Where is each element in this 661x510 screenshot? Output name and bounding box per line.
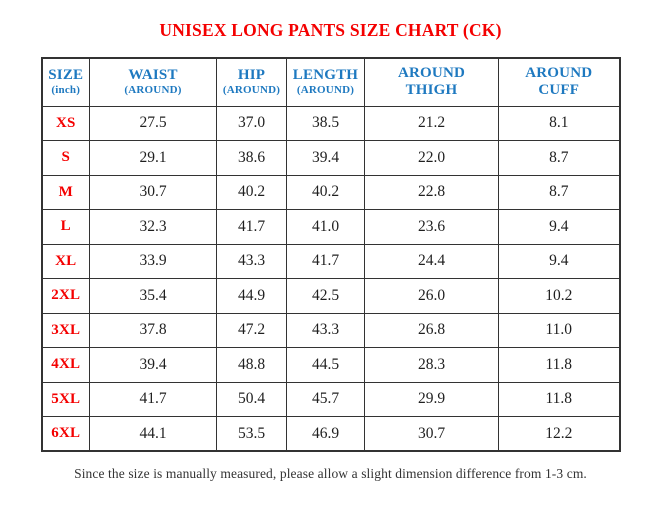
hip-value: 53.5 [216, 416, 287, 452]
hip-value: 43.3 [216, 243, 287, 279]
hip-value: 50.4 [216, 381, 287, 417]
table-row: M 30.7 40.2 40.2 22.8 8.7 [41, 174, 620, 210]
header-around-cuff: AROUND CUFF [498, 57, 620, 107]
footer-note: Since the size is manually measured, ple… [74, 466, 587, 481]
hip-value: 37.0 [216, 105, 287, 141]
thigh-value: 30.7 [364, 416, 499, 452]
table-row: XL 33.9 43.3 41.7 24.4 9.4 [41, 243, 620, 279]
header-length-label: LENGTH [292, 67, 359, 84]
header-length-sub: (AROUND) [296, 84, 355, 97]
header-thigh-label-line2: THIGH [405, 82, 458, 99]
header-thigh-label-line1: AROUND [397, 65, 466, 82]
thigh-value: 24.4 [364, 243, 499, 279]
waist-value: 27.5 [89, 105, 217, 141]
thigh-value: 22.0 [364, 140, 499, 176]
cuff-value: 12.2 [498, 416, 620, 452]
cuff-value: 11.8 [498, 381, 620, 417]
table-header: SIZE (inch) WAIST (AROUND) HIP (AROUND) … [41, 57, 620, 107]
hip-value: 41.7 [216, 209, 287, 245]
size-label: XS [41, 105, 90, 141]
header-hip-label: HIP [237, 67, 266, 84]
header-hip: HIP (AROUND) [216, 57, 287, 107]
header-waist-sub: (AROUND) [124, 84, 182, 97]
size-label: 2XL [41, 278, 90, 314]
header-size-sub: (inch) [51, 84, 81, 97]
header-size-label: SIZE [48, 67, 84, 84]
waist-value: 37.8 [89, 312, 217, 348]
size-label: S [41, 140, 90, 176]
header-length: LENGTH (AROUND) [286, 57, 365, 107]
hip-value: 40.2 [216, 174, 287, 210]
header-waist: WAIST (AROUND) [89, 57, 217, 107]
length-value: 44.5 [286, 347, 365, 383]
size-label: 4XL [41, 347, 90, 383]
waist-value: 29.1 [89, 140, 217, 176]
hip-value: 47.2 [216, 312, 287, 348]
thigh-value: 28.3 [364, 347, 499, 383]
hip-value: 38.6 [216, 140, 287, 176]
size-chart-table: SIZE (inch) WAIST (AROUND) HIP (AROUND) … [40, 57, 621, 452]
waist-value: 44.1 [89, 416, 217, 452]
size-label: 5XL [41, 381, 90, 417]
hip-value: 48.8 [216, 347, 287, 383]
waist-value: 32.3 [89, 209, 217, 245]
table-row: 2XL 35.4 44.9 42.5 26.0 10.2 [41, 278, 620, 314]
thigh-value: 26.8 [364, 312, 499, 348]
length-value: 45.7 [286, 381, 365, 417]
cuff-value: 9.4 [498, 209, 620, 245]
thigh-value: 22.8 [364, 174, 499, 210]
waist-value: 35.4 [89, 278, 217, 314]
header-cuff-label-line1: AROUND [525, 65, 593, 82]
cuff-value: 8.7 [498, 174, 620, 210]
table-row: 6XL 44.1 53.5 46.9 30.7 12.2 [41, 416, 620, 452]
length-value: 38.5 [286, 105, 365, 141]
table-row: 3XL 37.8 47.2 43.3 26.8 11.0 [41, 312, 620, 348]
length-value: 42.5 [286, 278, 365, 314]
size-label: 3XL [41, 312, 90, 348]
length-value: 46.9 [286, 416, 365, 452]
thigh-value: 29.9 [364, 381, 499, 417]
waist-value: 30.7 [89, 174, 217, 210]
length-value: 40.2 [286, 174, 365, 210]
size-table-body: XS 27.5 37.0 38.5 21.2 8.1 S 29.1 38.6 3… [41, 105, 620, 452]
cuff-value: 9.4 [498, 243, 620, 279]
size-label: M [41, 174, 90, 210]
thigh-value: 21.2 [364, 105, 499, 141]
cuff-value: 11.8 [498, 347, 620, 383]
table-row: S 29.1 38.6 39.4 22.0 8.7 [41, 140, 620, 176]
thigh-value: 23.6 [364, 209, 499, 245]
hip-value: 44.9 [216, 278, 287, 314]
size-label: XL [41, 243, 90, 279]
length-value: 43.3 [286, 312, 365, 348]
table-row: XS 27.5 37.0 38.5 21.2 8.1 [41, 105, 620, 141]
cuff-value: 10.2 [498, 278, 620, 314]
cuff-value: 8.1 [498, 105, 620, 141]
waist-value: 33.9 [89, 243, 217, 279]
length-value: 41.7 [286, 243, 365, 279]
waist-value: 39.4 [89, 347, 217, 383]
header-hip-sub: (AROUND) [222, 84, 281, 97]
size-label: 6XL [41, 416, 90, 452]
page-title: UNISEX LONG PANTS SIZE CHART (CK) [159, 20, 502, 40]
cuff-value: 11.0 [498, 312, 620, 348]
header-size: SIZE (inch) [41, 57, 90, 107]
table-row: 5XL 41.7 50.4 45.7 29.9 11.8 [41, 381, 620, 417]
header-cuff-label-line2: CUFF [538, 82, 580, 99]
header-around-thigh: AROUND THIGH [364, 57, 499, 107]
table-row: 4XL 39.4 48.8 44.5 28.3 11.8 [41, 347, 620, 383]
header-waist-label: WAIST [128, 67, 178, 84]
length-value: 41.0 [286, 209, 365, 245]
size-label: L [41, 209, 90, 245]
waist-value: 41.7 [89, 381, 217, 417]
cuff-value: 8.7 [498, 140, 620, 176]
header-row: SIZE (inch) WAIST (AROUND) HIP (AROUND) … [41, 57, 620, 107]
length-value: 39.4 [286, 140, 365, 176]
thigh-value: 26.0 [364, 278, 499, 314]
table-row: L 32.3 41.7 41.0 23.6 9.4 [41, 209, 620, 245]
